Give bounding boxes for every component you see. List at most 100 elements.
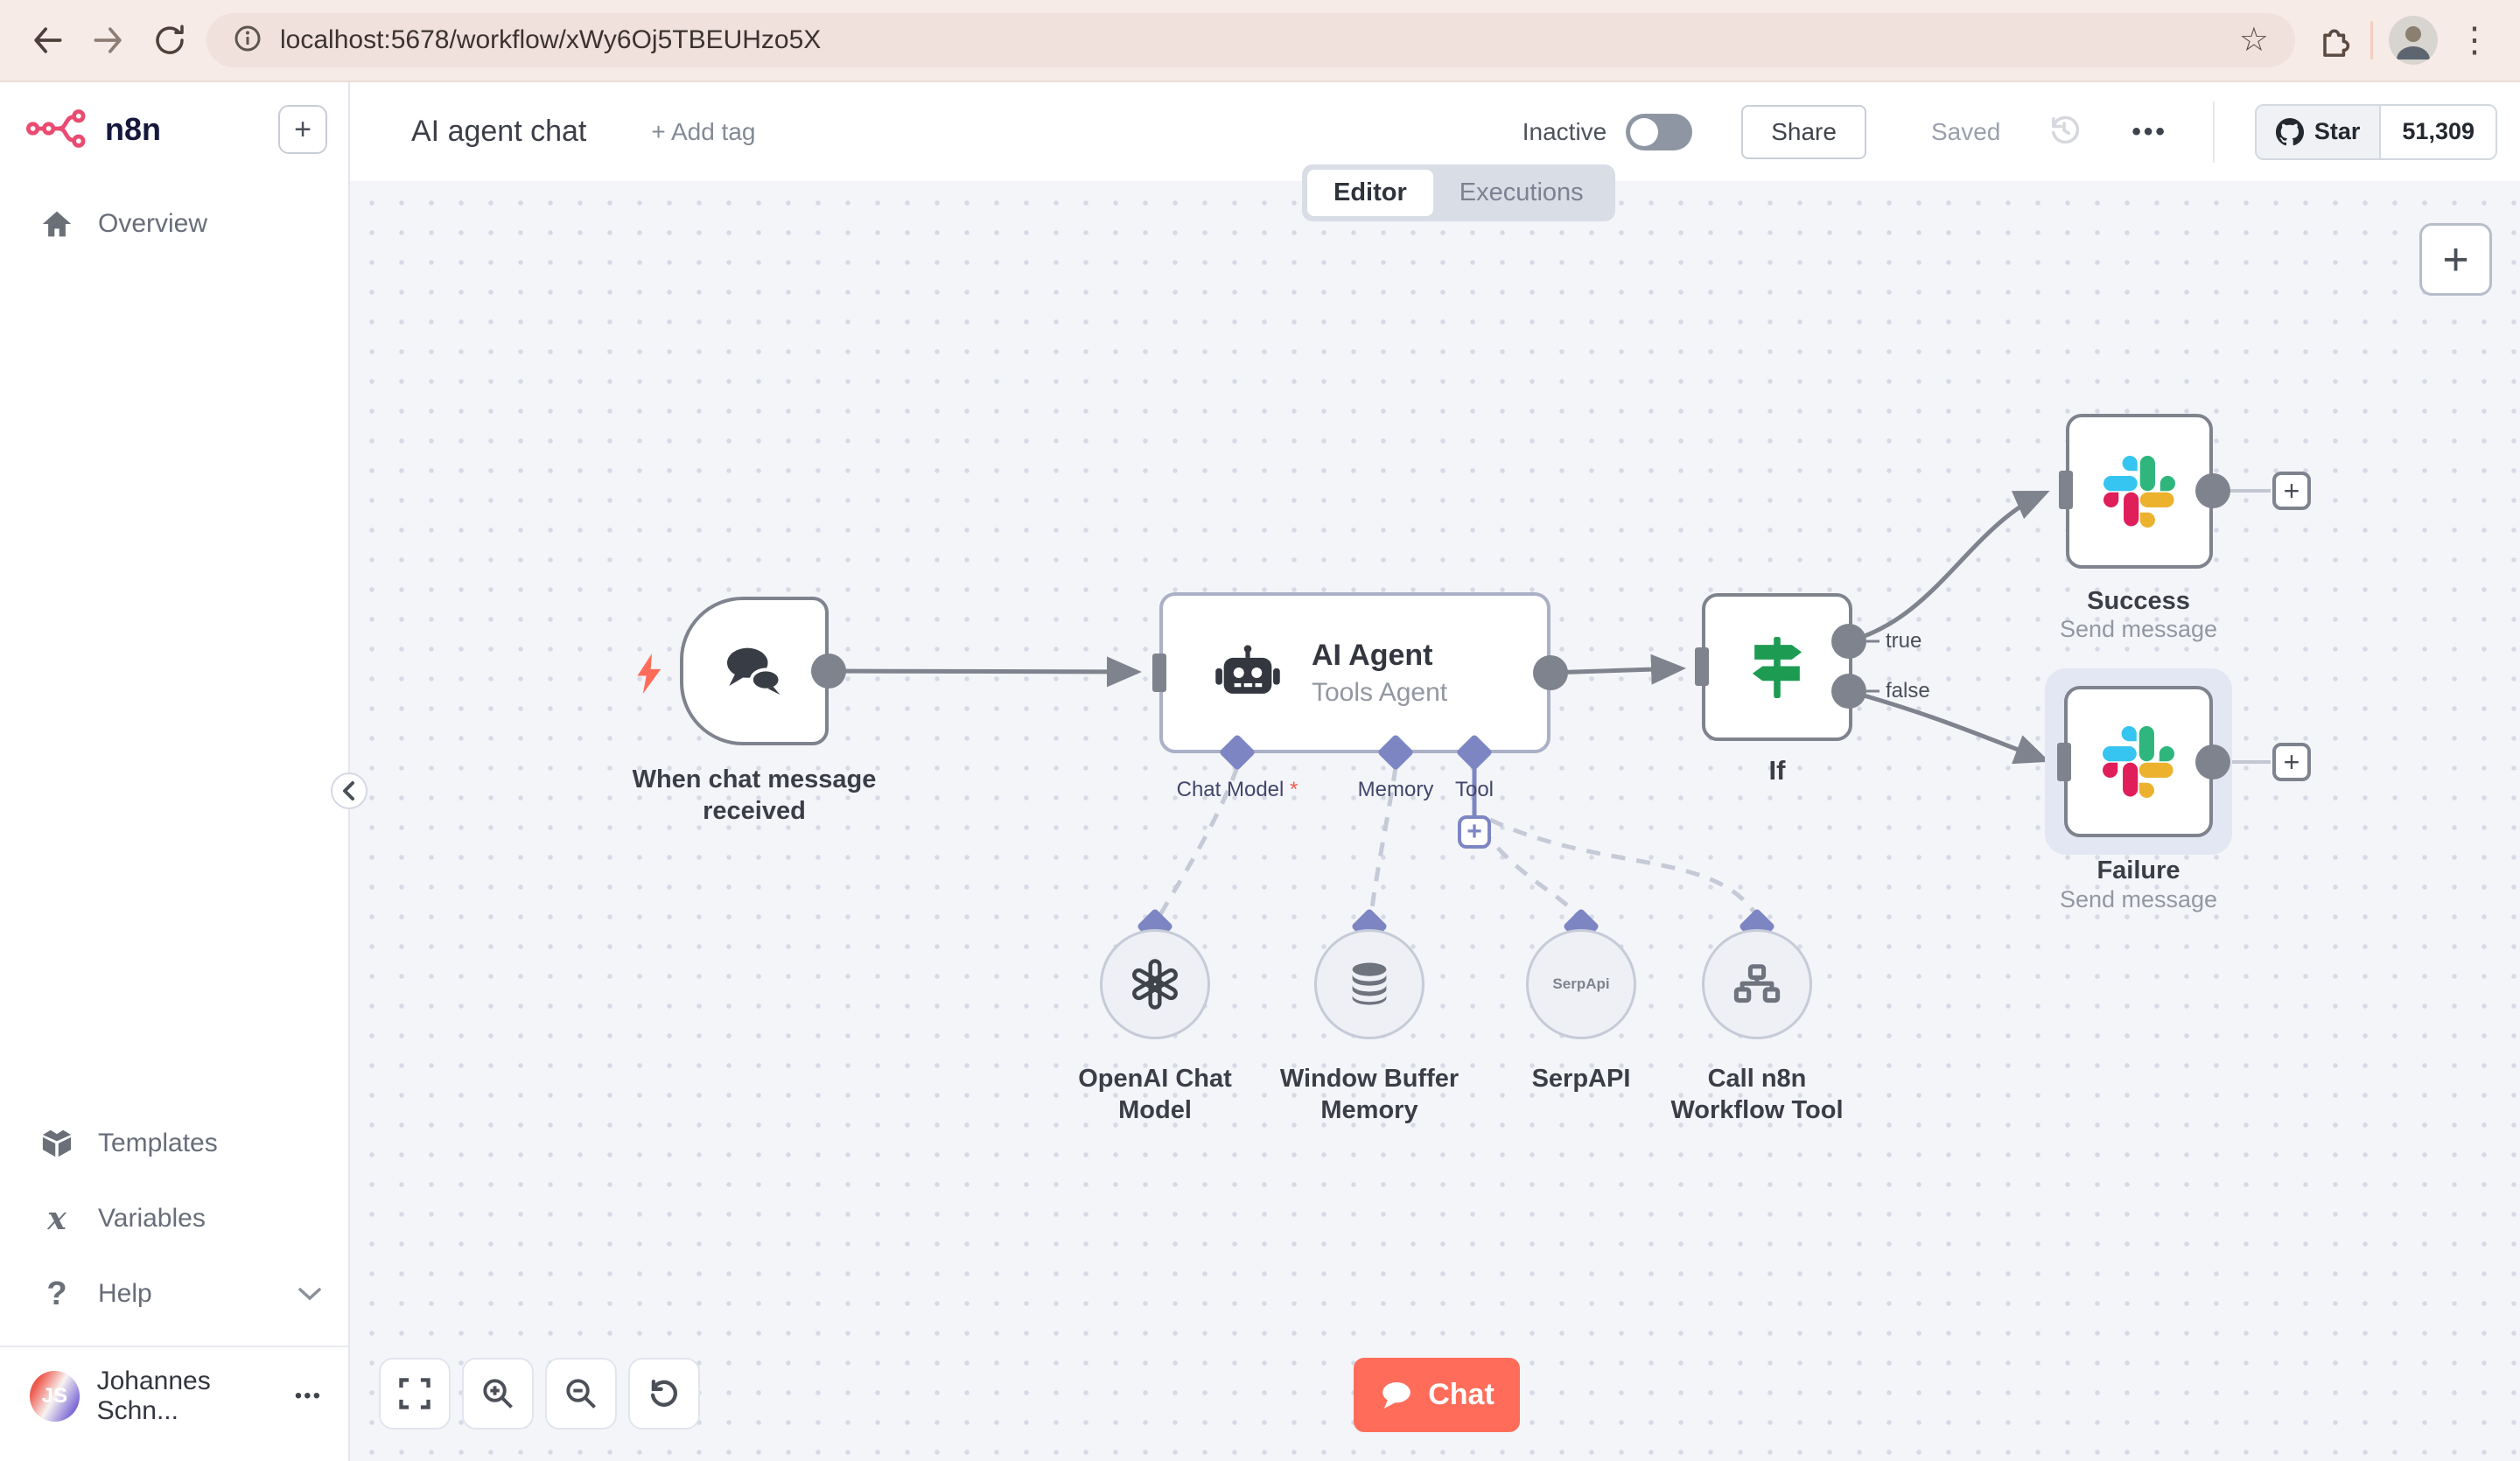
github-star-count[interactable]: 51,309: [2381, 105, 2496, 158]
reload-button[interactable]: [149, 19, 191, 61]
canvas-zoom-toolbar: [379, 1358, 700, 1430]
node-label: Success: [2087, 587, 2190, 615]
reset-zoom-button[interactable]: [628, 1358, 700, 1430]
success-output-port[interactable]: [2195, 473, 2230, 508]
add-tag-button[interactable]: + Add tag: [651, 117, 756, 145]
agent-output-port[interactable]: [1533, 655, 1568, 690]
add-node-button[interactable]: +: [2419, 223, 2492, 296]
chat-bubble-icon: [1382, 1381, 1411, 1409]
zoom-out-button[interactable]: [545, 1358, 617, 1430]
site-info-icon[interactable]: [233, 24, 262, 58]
open-chat-button[interactable]: Chat: [1354, 1358, 1520, 1432]
if-true-label: true: [1886, 629, 1922, 653]
github-star-button[interactable]: Star: [2256, 105, 2382, 158]
url-text[interactable]: localhost:5678/workflow/xWy6Oj5TBEUHzo5X: [280, 25, 822, 54]
agent-title: AI Agent: [1312, 638, 1433, 672]
github-star-label: Star: [2314, 118, 2361, 144]
sidebar-logo-row: n8n +: [0, 82, 348, 154]
trigger-lightning-icon: [637, 654, 662, 694]
node-openai-chat-model[interactable]: [1100, 929, 1210, 1039]
wire-agent-to-if: [1550, 654, 1686, 685]
node-ai-agent[interactable]: AI Agent Tools Agent: [1159, 592, 1550, 753]
bookmark-star-icon[interactable]: ☆: [2238, 22, 2269, 59]
zoom-in-button[interactable]: [462, 1358, 534, 1430]
if-input-port[interactable]: [1695, 647, 1709, 686]
failure-input-port[interactable]: [2057, 743, 2071, 781]
node-serpapi[interactable]: SerpApi: [1526, 929, 1636, 1039]
header-divider: [2212, 101, 2215, 163]
forward-button[interactable]: [88, 19, 130, 61]
chevron-down-icon: [298, 1279, 322, 1309]
user-more-icon[interactable]: •••: [294, 1384, 322, 1408]
node-success[interactable]: [2066, 414, 2213, 569]
node-window-buffer-memory[interactable]: [1314, 929, 1424, 1039]
node-failure[interactable]: [2064, 686, 2213, 837]
success-input-port[interactable]: [2059, 471, 2073, 509]
back-button[interactable]: [26, 19, 68, 61]
add-tool-button[interactable]: +: [1458, 815, 1491, 849]
if-false-label: false: [1886, 679, 1930, 703]
sidebar-bottom: Templates x Variables ? Help JS Johannes…: [0, 1106, 348, 1461]
sidebar-item-overview[interactable]: Overview: [0, 196, 348, 252]
wire-n8ntool-dashed: [1488, 817, 1757, 914]
node-if[interactable]: [1702, 593, 1852, 741]
database-icon: [1352, 962, 1387, 1005]
sidebar-item-variables[interactable]: x Variables: [0, 1181, 348, 1256]
user-menu[interactable]: JS Johannes Schn... •••: [0, 1347, 348, 1449]
tab-executions[interactable]: Executions: [1459, 178, 1584, 206]
slack-icon: [2103, 725, 2174, 798]
node-sublabel: Send message: [2059, 886, 2218, 912]
if-false-output-port[interactable]: [1831, 674, 1866, 709]
chat-button-label: Chat: [1428, 1378, 1494, 1411]
sidebar-item-templates[interactable]: Templates: [0, 1106, 348, 1181]
brand-name: n8n: [105, 111, 162, 147]
home-icon: [40, 209, 74, 239]
if-true-output-port[interactable]: [1831, 624, 1866, 659]
workflow-history-icon[interactable]: [2046, 111, 2082, 152]
browser-profile-avatar[interactable]: [2389, 16, 2438, 65]
saved-status: Saved: [1930, 117, 2001, 145]
github-icon: [2275, 117, 2304, 145]
slack-icon: [2104, 455, 2175, 528]
sidebar-collapse-button[interactable]: [331, 772, 368, 809]
sidebar-divider: [0, 1346, 348, 1347]
node-label: Call n8n Workflow Tool: [1670, 1065, 1844, 1125]
sidebar-item-label: Help: [98, 1279, 152, 1308]
trigger-output-port[interactable]: [811, 654, 846, 689]
templates-box-icon: [40, 1129, 74, 1158]
extensions-icon[interactable]: [2313, 19, 2355, 61]
wire-output-ticks: [1866, 640, 1880, 693]
wire-serpapi-dashed: [1480, 827, 1578, 916]
node-call-n8n-workflow-tool[interactable]: [1702, 929, 1812, 1039]
agent-input-port[interactable]: [1152, 654, 1166, 692]
user-avatar[interactable]: JS: [30, 1371, 80, 1422]
address-bar[interactable]: localhost:5678/workflow/xWy6Oj5TBEUHzo5X…: [206, 13, 2295, 67]
node-when-chat-message-received[interactable]: [680, 597, 829, 745]
required-asterisk: *: [1290, 778, 1298, 801]
help-question-icon: ?: [46, 1275, 67, 1312]
failure-output-port[interactable]: [2195, 744, 2230, 779]
wire-if-true-to-success: [1848, 490, 2050, 644]
variables-x-icon: x: [47, 1200, 66, 1237]
tab-editor[interactable]: Editor: [1307, 170, 1433, 216]
zoom-to-fit-button[interactable]: [379, 1358, 451, 1430]
openai-icon: [1132, 959, 1178, 1010]
activation-toggle[interactable]: [1626, 113, 1693, 150]
github-star-widget[interactable]: Star 51,309: [2254, 103, 2497, 160]
toolbar-divider: [2370, 21, 2373, 59]
sidebar-item-label: Templates: [98, 1129, 218, 1157]
add-node-after-success-button[interactable]: +: [2272, 472, 2311, 510]
add-node-after-failure-button[interactable]: +: [2272, 743, 2311, 781]
wire-if-false-to-failure: [1848, 689, 2050, 765]
share-button[interactable]: Share: [1741, 104, 1866, 159]
node-label: When chat message received: [632, 765, 877, 826]
workflow-more-icon[interactable]: •••: [2132, 116, 2167, 146]
n8n-logo[interactable]: [26, 108, 93, 152]
new-workflow-button[interactable]: +: [278, 105, 327, 154]
activation-status-label: Inactive: [1522, 117, 1607, 145]
workflow-title[interactable]: AI agent chat: [411, 115, 587, 148]
robot-icon: [1215, 645, 1280, 694]
workflow-canvas[interactable]: When chat message received AI Agent Tool…: [350, 181, 2520, 1461]
browser-menu-icon[interactable]: ⋮: [2457, 21, 2492, 59]
sidebar-item-help[interactable]: ? Help: [0, 1256, 348, 1332]
